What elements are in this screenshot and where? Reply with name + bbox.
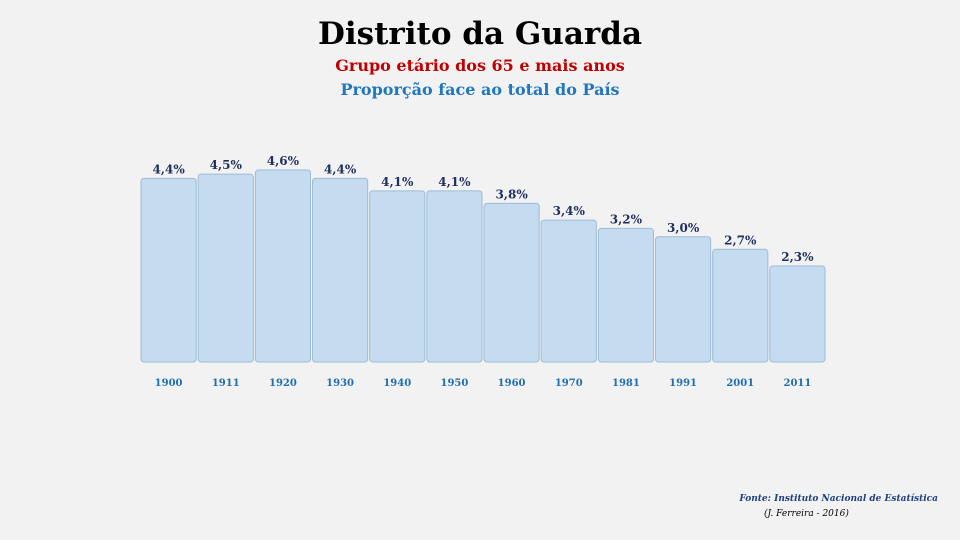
bar-2011 xyxy=(769,265,826,363)
data-label-2001: 2,7% xyxy=(724,233,757,247)
bar-1970 xyxy=(540,219,597,363)
bar-1960 xyxy=(483,202,540,363)
data-label-1960: 3,8% xyxy=(495,187,528,201)
source-note: Fonte: Instituto Nacional de Estatística xyxy=(739,494,938,504)
x-tick-1950: 1950 xyxy=(440,378,468,389)
data-label-1970: 3,4% xyxy=(553,204,586,218)
data-label-1950: 4,1% xyxy=(438,175,471,189)
data-label-1900: 4,4% xyxy=(152,162,185,176)
x-tick-1900: 1900 xyxy=(155,378,183,389)
x-tick-1920: 1920 xyxy=(269,378,297,389)
bar-1911 xyxy=(197,173,254,363)
bar-1991 xyxy=(655,236,712,363)
chart-titles: Distrito da Guarda Grupo etário dos 65 e… xyxy=(0,14,960,102)
author-note: (J. Ferreira - 2016) xyxy=(764,509,849,519)
x-tick-2001: 2001 xyxy=(726,378,754,389)
data-label-1920: 4,6% xyxy=(267,154,300,168)
x-tick-1960: 1960 xyxy=(498,378,526,389)
bar-1940 xyxy=(369,190,426,363)
bar-2001 xyxy=(712,248,769,363)
bar-1950 xyxy=(426,190,483,363)
x-tick-1911: 1911 xyxy=(212,378,240,389)
bar-1920 xyxy=(254,169,311,363)
bar-1981 xyxy=(597,227,654,363)
x-tick-1930: 1930 xyxy=(326,378,354,389)
data-label-1981: 3,2% xyxy=(610,212,643,226)
data-label-1940: 4,1% xyxy=(381,175,414,189)
x-tick-1970: 1970 xyxy=(555,378,583,389)
chart-subtitle-age-group: Grupo etário dos 65 e mais anos xyxy=(335,56,625,75)
data-label-1930: 4,4% xyxy=(324,162,357,176)
x-tick-1991: 1991 xyxy=(669,378,697,389)
x-tick-1981: 1981 xyxy=(612,378,640,389)
chart-title: Distrito da Guarda xyxy=(317,16,643,52)
bar-1930 xyxy=(312,177,369,363)
x-tick-1940: 1940 xyxy=(383,378,411,389)
data-label-2011: 2,3% xyxy=(781,250,814,264)
bar-1900 xyxy=(140,177,197,363)
x-tick-2011: 2011 xyxy=(783,378,811,389)
data-label-1911: 4,5% xyxy=(210,158,243,172)
data-label-1991: 3,0% xyxy=(667,221,700,235)
chart-subtitle-proportion: Proporção face ao total do País xyxy=(340,80,620,99)
